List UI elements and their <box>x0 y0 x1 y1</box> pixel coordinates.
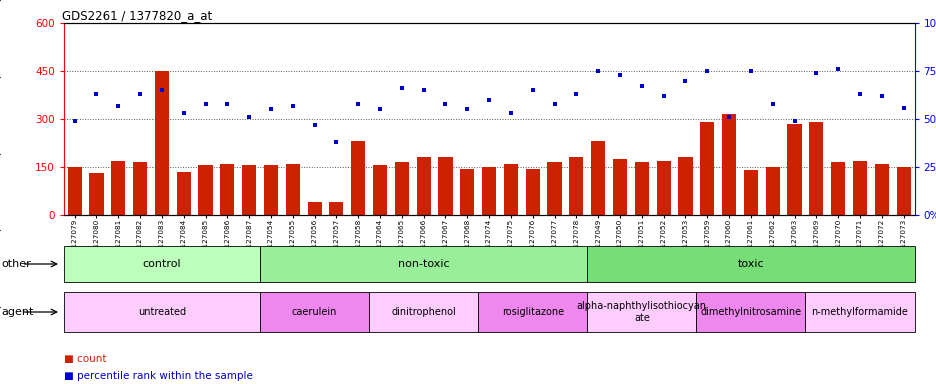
Point <box>285 103 300 109</box>
Point <box>765 101 780 107</box>
Text: untreated: untreated <box>138 307 185 317</box>
Text: caerulein: caerulein <box>292 307 337 317</box>
Point <box>394 85 409 91</box>
Bar <box>89 174 103 215</box>
Bar <box>612 159 626 215</box>
Point <box>742 68 757 74</box>
Bar <box>460 169 474 215</box>
Bar <box>656 161 670 215</box>
Text: rosiglitazone: rosiglitazone <box>501 307 563 317</box>
Text: GDS2261 / 1377820_a_at: GDS2261 / 1377820_a_at <box>62 9 212 22</box>
Point <box>721 114 736 120</box>
Point <box>460 106 475 113</box>
Point <box>547 101 562 107</box>
Bar <box>547 162 561 215</box>
Bar <box>417 157 431 215</box>
Point <box>699 68 714 74</box>
Bar <box>198 166 212 215</box>
Text: ■ count: ■ count <box>64 354 106 364</box>
Point <box>110 103 125 109</box>
Bar <box>394 162 408 215</box>
Bar <box>765 167 779 215</box>
Bar <box>264 166 278 215</box>
Bar <box>481 167 496 215</box>
Point <box>220 101 235 107</box>
Point <box>241 114 256 120</box>
Point <box>67 118 82 124</box>
Bar <box>351 141 365 215</box>
Bar <box>874 164 888 215</box>
Text: agent: agent <box>1 307 34 317</box>
Bar <box>67 167 81 215</box>
Point <box>852 91 867 97</box>
Bar <box>373 166 387 215</box>
Point <box>612 72 627 78</box>
Text: other: other <box>1 259 31 269</box>
Point <box>154 87 169 93</box>
Bar <box>809 122 823 215</box>
Point <box>437 101 452 107</box>
Bar <box>504 164 518 215</box>
Bar <box>307 202 321 215</box>
Bar <box>743 170 757 215</box>
Point <box>590 68 605 74</box>
Bar <box>830 162 844 215</box>
Point <box>416 87 431 93</box>
Bar <box>896 167 910 215</box>
Text: dinitrophenol: dinitrophenol <box>391 307 456 317</box>
Point <box>830 66 845 72</box>
Text: non-toxic: non-toxic <box>398 259 449 269</box>
Text: dimethylnitrosamine: dimethylnitrosamine <box>699 307 800 317</box>
Bar <box>525 169 539 215</box>
Text: alpha-naphthylisothiocyan
ate: alpha-naphthylisothiocyan ate <box>577 301 706 323</box>
Point <box>655 93 670 99</box>
Bar <box>699 122 713 215</box>
Bar <box>591 141 605 215</box>
Point <box>176 110 191 116</box>
Point <box>373 106 388 113</box>
Point <box>350 101 365 107</box>
Point <box>634 83 649 89</box>
Point <box>895 104 910 111</box>
Bar <box>329 202 344 215</box>
Bar <box>111 161 125 215</box>
Bar <box>154 71 168 215</box>
Point <box>307 122 322 128</box>
Bar <box>438 157 452 215</box>
Bar <box>852 161 866 215</box>
Point <box>786 118 801 124</box>
Point <box>89 91 104 97</box>
Point <box>873 93 888 99</box>
Bar <box>678 157 692 215</box>
Text: toxic: toxic <box>737 259 764 269</box>
Bar <box>133 162 147 215</box>
Text: ■ percentile rank within the sample: ■ percentile rank within the sample <box>64 371 253 381</box>
Point <box>503 110 518 116</box>
Point <box>568 91 583 97</box>
Point <box>329 139 344 145</box>
Point <box>525 87 540 93</box>
Point <box>197 101 212 107</box>
Point <box>132 91 147 97</box>
Bar <box>786 124 801 215</box>
Point <box>678 78 693 84</box>
Point <box>808 70 823 76</box>
Bar <box>569 157 583 215</box>
Bar <box>241 166 256 215</box>
Bar <box>220 164 234 215</box>
Point <box>481 97 496 103</box>
Text: control: control <box>142 259 181 269</box>
Bar <box>176 172 191 215</box>
Bar <box>722 114 736 215</box>
Point <box>263 106 278 113</box>
Bar <box>634 162 649 215</box>
Text: n-methylformamide: n-methylformamide <box>811 307 907 317</box>
Bar <box>285 164 300 215</box>
